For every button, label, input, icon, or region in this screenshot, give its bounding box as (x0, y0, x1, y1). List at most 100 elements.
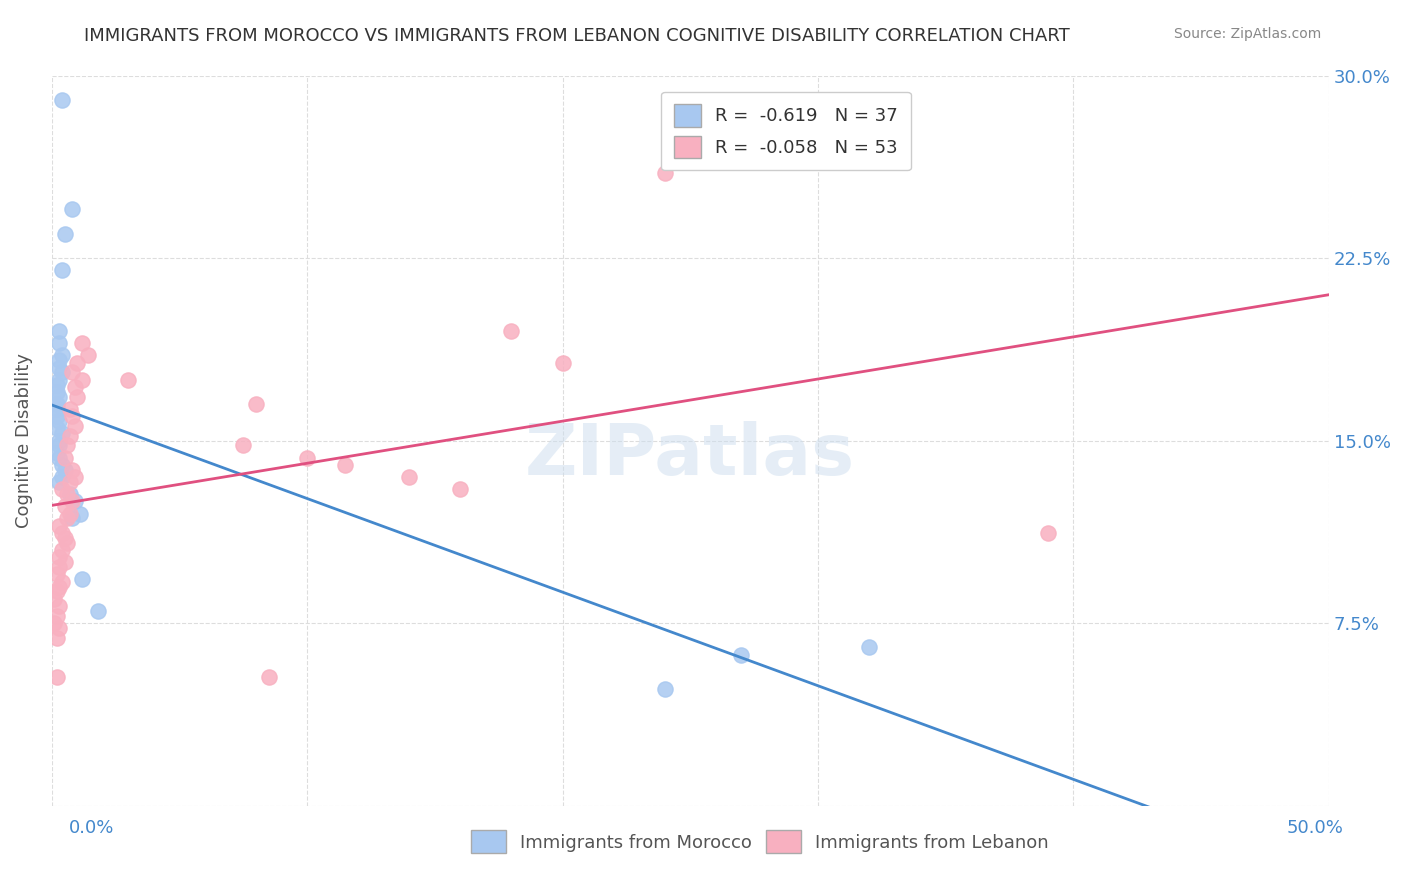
Point (51, 263, 73, 277)
Point (1036, 526, 1059, 541)
Point (48, 518, 70, 533)
Point (48, 373, 70, 387)
Point (63, 470, 86, 484)
Point (48, 353, 70, 368)
Point (48, 560, 70, 574)
Point (59, 401, 82, 416)
Text: 0.0%: 0.0% (69, 819, 114, 837)
Point (56, 487, 79, 501)
Point (66, 356, 89, 370)
Point (63, 419, 86, 434)
Point (51, 458, 73, 472)
Point (45, 584, 67, 599)
Point (63, 494, 86, 508)
Point (72, 572, 94, 586)
Point (76, 348, 98, 362)
Point (53, 227, 76, 241)
Point (48, 360, 70, 375)
Point (295, 450, 318, 465)
Point (48, 390, 70, 404)
Point (45, 401, 67, 416)
Point (654, 166, 676, 180)
Point (232, 438, 254, 452)
Point (53, 531, 76, 545)
Point (56, 438, 79, 452)
Text: Immigrants from Morocco: Immigrants from Morocco (520, 834, 752, 852)
Point (56, 511, 79, 525)
Point (45, 567, 67, 582)
Point (117, 373, 139, 387)
Point (51, 574, 73, 589)
Point (48, 414, 70, 428)
Point (45, 397, 67, 411)
Point (44, 591, 66, 606)
Point (45, 670, 67, 684)
Point (48, 475, 70, 489)
Point (45, 377, 67, 392)
Point (48, 324, 70, 338)
Point (87, 604, 110, 618)
Point (48, 580, 70, 594)
Point (654, 681, 676, 696)
Point (60, 511, 83, 525)
Point (53, 463, 76, 477)
Text: 50.0%: 50.0% (1286, 819, 1343, 837)
Point (45, 384, 67, 399)
Y-axis label: Cognitive Disability: Cognitive Disability (15, 353, 32, 528)
Point (48, 336, 70, 351)
Point (449, 482, 471, 496)
Point (51, 348, 73, 362)
Point (335, 458, 357, 472)
Point (51, 470, 73, 484)
Point (398, 470, 420, 484)
Point (59, 507, 82, 521)
Point (45, 631, 67, 645)
Point (45, 409, 67, 424)
Point (44, 616, 66, 631)
FancyBboxPatch shape (471, 830, 506, 853)
Point (858, 640, 880, 655)
Point (51, 482, 73, 496)
Point (60, 366, 83, 380)
Point (63, 380, 86, 394)
Point (48, 434, 70, 448)
Text: Source: ZipAtlas.com: Source: ZipAtlas.com (1174, 27, 1322, 41)
Point (60, 494, 83, 508)
Point (48, 599, 70, 613)
Point (51, 426, 73, 441)
FancyBboxPatch shape (766, 830, 801, 853)
Point (56, 536, 79, 550)
Point (48, 450, 70, 465)
Point (59, 475, 82, 489)
Point (551, 356, 574, 370)
Point (53, 450, 76, 465)
Point (257, 670, 280, 684)
Point (48, 438, 70, 452)
Point (48, 550, 70, 565)
Point (48, 621, 70, 635)
Point (51, 543, 73, 558)
Text: ZIPatlas: ZIPatlas (526, 421, 855, 490)
Point (60, 463, 83, 477)
Point (72, 336, 94, 351)
Point (51, 526, 73, 541)
Point (45, 421, 67, 435)
Point (45, 446, 67, 460)
Point (51, 93, 73, 107)
Point (60, 202, 83, 217)
Point (60, 409, 83, 424)
Point (66, 390, 89, 404)
Legend: R =  -0.619   N = 37, R =  -0.058   N = 53: R = -0.619 N = 37, R = -0.058 N = 53 (661, 92, 911, 170)
Text: IMMIGRANTS FROM MOROCCO VS IMMIGRANTS FROM LEBANON COGNITIVE DISABILITY CORRELAT: IMMIGRANTS FROM MOROCCO VS IMMIGRANTS FR… (84, 27, 1070, 45)
Point (245, 397, 267, 411)
Point (730, 648, 752, 662)
Point (45, 608, 67, 623)
Point (69, 507, 91, 521)
Point (59, 428, 82, 442)
Text: Immigrants from Lebanon: Immigrants from Lebanon (815, 834, 1049, 852)
Point (59, 487, 82, 501)
Point (72, 373, 94, 387)
Point (53, 500, 76, 514)
Point (51, 366, 73, 380)
Point (53, 555, 76, 569)
